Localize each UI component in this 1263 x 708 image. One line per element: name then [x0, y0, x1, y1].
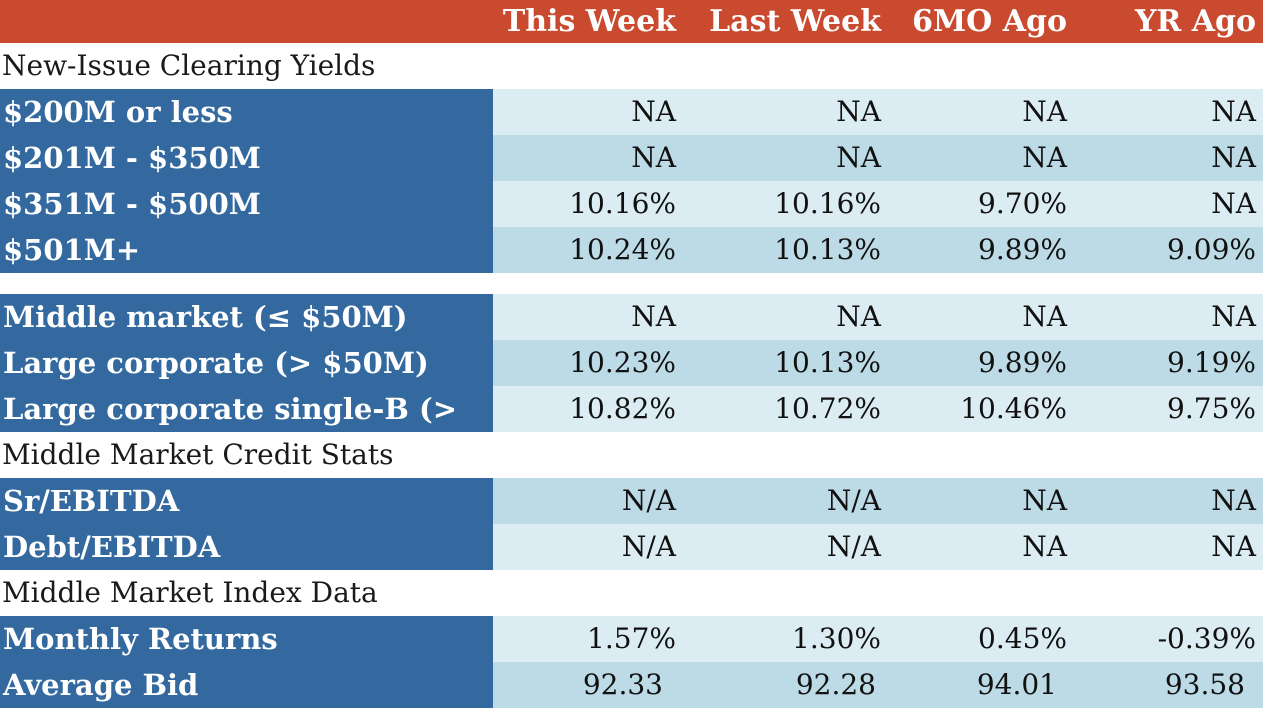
value-this-week: NA: [631, 95, 676, 128]
row-values: NA NA NA NA: [493, 294, 1263, 340]
row-values: NA NA NA NA: [493, 89, 1263, 135]
row-label: Average Bid: [0, 662, 493, 708]
table-row: $351M - $500M 10.16% 10.16% 9.70% NA: [0, 181, 1263, 227]
value-this-week: 10.23%: [569, 346, 676, 379]
value-this-week: NA: [631, 141, 676, 174]
value-this-week: NA: [631, 300, 676, 333]
value-6mo-ago: 9.89%: [978, 346, 1067, 379]
value-this-week: N/A: [621, 530, 676, 563]
table-row: Sr/EBITDA N/A N/A NA NA: [0, 478, 1263, 524]
row-label: $501M+: [0, 227, 493, 273]
value-this-week: 10.24%: [569, 233, 676, 266]
row-values: 10.82% 10.72% 10.46% 9.75%: [493, 386, 1263, 432]
row-label: $351M - $500M: [0, 181, 493, 227]
value-yr-ago: 93.58: [1164, 668, 1245, 701]
table-row: $200M or less NA NA NA NA: [0, 89, 1263, 135]
row-values: 1.57% 1.30% 0.45% -0.39%: [493, 616, 1263, 662]
value-last-week: N/A: [826, 530, 881, 563]
value-6mo-ago: 9.70%: [978, 187, 1067, 220]
row-label: Sr/EBITDA: [0, 478, 493, 524]
column-header-yr-ago: YR Ago: [1134, 4, 1256, 39]
row-values: N/A N/A NA NA: [493, 524, 1263, 570]
value-6mo-ago: 9.89%: [978, 233, 1067, 266]
table-row: $201M - $350M NA NA NA NA: [0, 135, 1263, 181]
column-header-6mo-ago: 6MO Ago: [912, 4, 1067, 39]
value-yr-ago: NA: [1211, 300, 1256, 333]
row-values: 10.16% 10.16% 9.70% NA: [493, 181, 1263, 227]
table-row: Monthly Returns 1.57% 1.30% 0.45% -0.39%: [0, 616, 1263, 662]
value-last-week: N/A: [826, 484, 881, 517]
value-6mo-ago: 0.45%: [978, 622, 1067, 655]
table-row: Debt/EBITDA N/A N/A NA NA: [0, 524, 1263, 570]
value-yr-ago: NA: [1211, 484, 1256, 517]
value-this-week: 10.16%: [569, 187, 676, 220]
row-label: $201M - $350M: [0, 135, 493, 181]
table-row: Large corporate single-B (> 10.82% 10.72…: [0, 386, 1263, 432]
value-6mo-ago: NA: [1022, 530, 1067, 563]
value-yr-ago: 9.19%: [1167, 346, 1256, 379]
section-new-issue-clearing-yields: New-Issue Clearing Yields: [0, 43, 1263, 89]
section-middle-market-index-data: Middle Market Index Data: [0, 570, 1263, 616]
value-6mo-ago: 10.46%: [960, 392, 1067, 425]
column-header-this-week: This Week: [502, 4, 676, 39]
row-label: Middle market (≤ $50M): [0, 294, 493, 340]
value-this-week: N/A: [621, 484, 676, 517]
value-6mo-ago: NA: [1022, 95, 1067, 128]
row-label: $200M or less: [0, 89, 493, 135]
row-label: Large corporate (> $50M): [0, 340, 493, 386]
table-row: Large corporate (> $50M) 10.23% 10.13% 9…: [0, 340, 1263, 386]
value-yr-ago: 9.75%: [1167, 392, 1256, 425]
value-yr-ago: NA: [1211, 530, 1256, 563]
row-values: 92.33 92.28 94.01 93.58: [493, 662, 1263, 708]
value-yr-ago: NA: [1211, 187, 1256, 220]
row-values: NA NA NA NA: [493, 135, 1263, 181]
value-last-week: 10.16%: [774, 187, 881, 220]
column-header-last-week: Last Week: [709, 4, 881, 39]
row-label: Debt/EBITDA: [0, 524, 493, 570]
value-last-week: 10.13%: [774, 346, 881, 379]
value-yr-ago: NA: [1211, 95, 1256, 128]
table-row: Average Bid 92.33 92.28 94.01 93.58: [0, 662, 1263, 708]
table-header: This Week Last Week 6MO Ago YR Ago: [0, 0, 1263, 43]
value-6mo-ago: NA: [1022, 300, 1067, 333]
value-last-week: NA: [836, 141, 881, 174]
row-values: N/A N/A NA NA: [493, 478, 1263, 524]
row-values: 10.23% 10.13% 9.89% 9.19%: [493, 340, 1263, 386]
value-yr-ago: NA: [1211, 141, 1256, 174]
table-row: $501M+ 10.24% 10.13% 9.89% 9.09%: [0, 227, 1263, 273]
value-6mo-ago: NA: [1022, 141, 1067, 174]
value-last-week: NA: [836, 300, 881, 333]
section-middle-market-credit-stats: Middle Market Credit Stats: [0, 432, 1263, 478]
value-6mo-ago: 94.01: [976, 668, 1057, 701]
value-last-week: 10.13%: [774, 233, 881, 266]
value-yr-ago: 9.09%: [1167, 233, 1256, 266]
value-last-week: 10.72%: [774, 392, 881, 425]
row-values: 10.24% 10.13% 9.89% 9.09%: [493, 227, 1263, 273]
value-this-week: 92.33: [582, 668, 663, 701]
value-this-week: 10.82%: [569, 392, 676, 425]
value-this-week: 1.57%: [587, 622, 676, 655]
value-last-week: 1.30%: [792, 622, 881, 655]
table-row: Middle market (≤ $50M) NA NA NA NA: [0, 294, 1263, 340]
row-label: Large corporate single-B (>: [0, 386, 493, 432]
value-6mo-ago: NA: [1022, 484, 1067, 517]
value-last-week: 92.28: [795, 668, 876, 701]
value-last-week: NA: [836, 95, 881, 128]
value-yr-ago: -0.39%: [1157, 622, 1256, 655]
row-label: Monthly Returns: [0, 616, 493, 662]
